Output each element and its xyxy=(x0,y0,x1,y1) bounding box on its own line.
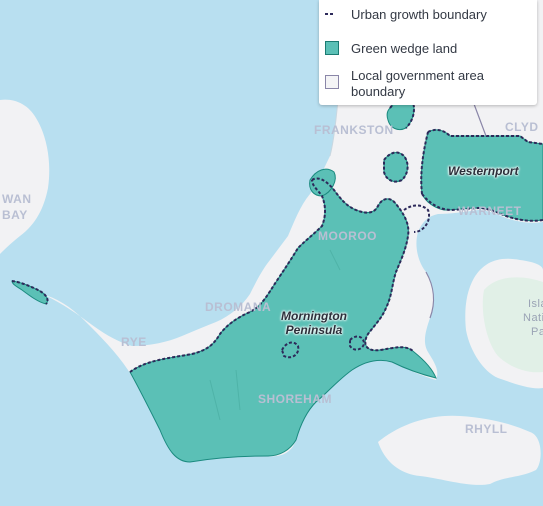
place-label-bay: BAY xyxy=(2,208,28,222)
place-label-shoreham: SHOREHAM xyxy=(258,392,333,406)
place-label-island-a: Isla xyxy=(528,298,543,310)
legend-item-lga-boundary: Local government area boundary xyxy=(319,68,511,100)
place-label-warneet: WARNEET xyxy=(458,204,522,218)
place-label-rhyll: RHYLL xyxy=(465,422,508,436)
place-label-mooroo: MOOROO xyxy=(318,229,377,243)
legend-label: Urban growth boundary xyxy=(351,7,487,22)
legend-item-green-wedge: Green wedge land xyxy=(319,41,457,57)
place-label-island-b: Nati xyxy=(523,312,543,324)
region-label-mornington: Mornington Peninsula xyxy=(272,309,356,337)
place-label-rye: RYE xyxy=(121,335,147,349)
french-island-park xyxy=(482,277,543,373)
west-landmass xyxy=(0,99,50,254)
place-label-wan: WAN xyxy=(2,192,32,206)
place-label-dromana: DROMANA xyxy=(205,300,272,314)
peninsula-texture xyxy=(209,249,341,421)
phillip-island xyxy=(378,415,541,485)
region-label-mornington-text: Mornington Peninsula xyxy=(281,309,347,337)
map-legend: Urban growth boundary Green wedge land L… xyxy=(319,0,537,105)
place-label-clyde: CLYD xyxy=(505,120,539,134)
green-square-icon xyxy=(325,41,339,55)
place-label-island-c: Pa xyxy=(531,326,543,338)
legend-item-urban-growth-boundary: Urban growth boundary xyxy=(319,7,487,23)
legend-label: Green wedge land xyxy=(351,41,458,56)
place-label-frankston: FRANKSTON xyxy=(314,123,394,137)
outlined-square-icon xyxy=(325,75,339,89)
dashed-line-icon xyxy=(325,7,339,21)
region-label-westernport: Westernport xyxy=(448,164,519,178)
legend-label: Local government area boundary xyxy=(351,68,484,99)
